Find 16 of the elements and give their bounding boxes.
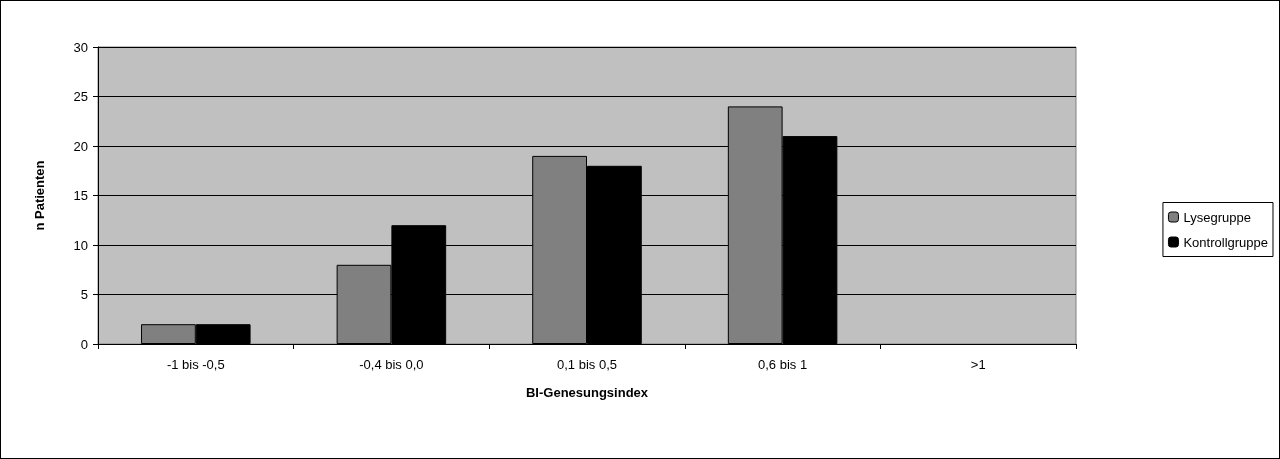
x-tick-label: 0,1 bis 0,5 xyxy=(557,357,617,372)
y-tick-label: 15 xyxy=(73,188,88,203)
x-axis-title: BI-Genesungsindex xyxy=(525,385,649,400)
legend-label: Kontrollgruppe xyxy=(1183,234,1269,250)
y-tick-label: 5 xyxy=(80,287,88,302)
legend-label: Lysegruppe xyxy=(1183,209,1251,225)
x-tick-label: -1 bis -0,5 xyxy=(166,357,225,372)
y-tick-label: 20 xyxy=(73,138,88,154)
y-tick-label: 10 xyxy=(73,237,88,253)
y-tick-label: 30 xyxy=(73,39,88,55)
y-tick-label: 0 xyxy=(80,336,88,352)
y-tick-label: 25 xyxy=(73,89,88,104)
x-tick-label: 0,6 bis 1 xyxy=(758,357,808,372)
x-tick-label: -0,4 bis 0,0 xyxy=(359,357,424,372)
y-axis-title: n Patienten xyxy=(32,160,47,231)
x-tick-label: >1 xyxy=(970,357,986,372)
